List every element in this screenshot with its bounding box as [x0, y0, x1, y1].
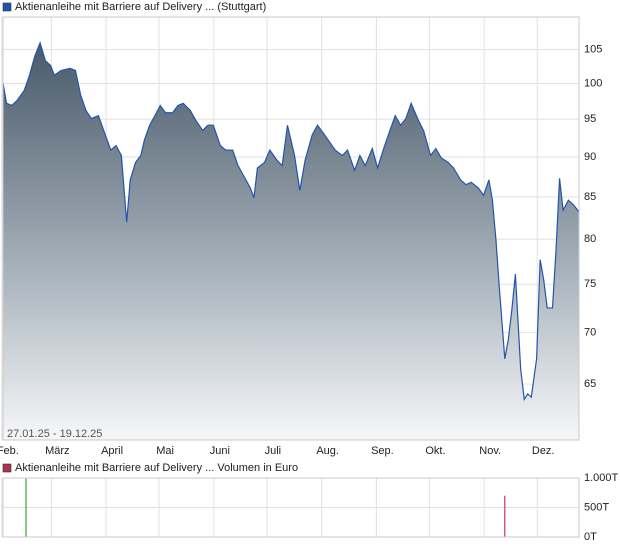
- volume-bar: [25, 478, 27, 537]
- x-tick-label: Juni: [210, 445, 230, 457]
- y-tick-label: 0T: [584, 531, 597, 543]
- y-tick-label: 500T: [584, 501, 609, 513]
- y-tick-label: 80: [584, 233, 596, 245]
- volume-bar: [504, 495, 506, 537]
- x-tick-label: Juli: [265, 445, 282, 457]
- x-tick-label: Feb.: [0, 445, 19, 457]
- price-line: [2, 41, 580, 402]
- y-tick-label: 65: [584, 378, 596, 390]
- y-tick-label: 95: [584, 113, 596, 125]
- y-tick-label: 1.000T: [584, 472, 619, 484]
- plot-border: [2, 16, 580, 441]
- x-tick-label: April: [101, 445, 123, 457]
- y-tick-label: 85: [584, 191, 596, 203]
- x-tick-label: Aug.: [316, 445, 339, 457]
- area-fill: [3, 42, 579, 440]
- x-tick-label: Mai: [156, 445, 174, 457]
- y-tick-label: 75: [584, 278, 596, 290]
- legend-swatch: [2, 2, 12, 12]
- x-tick-label: März: [45, 445, 69, 457]
- x-tick-label: Nov.: [479, 445, 501, 457]
- y-tick-label: 105: [584, 43, 602, 55]
- x-tick-label: Okt.: [425, 445, 445, 457]
- legend-swatch: [2, 463, 12, 473]
- y-tick-label: 90: [584, 151, 596, 163]
- x-tick-label: Dez.: [532, 445, 555, 457]
- y-tick-label: 100: [584, 77, 602, 89]
- legend-label: Aktienanleihe mit Barriere auf Delivery …: [15, 1, 266, 13]
- plot-border: [2, 477, 580, 538]
- y-tick-label: 70: [584, 326, 596, 338]
- legend-label: Aktienanleihe mit Barriere auf Delivery …: [15, 462, 298, 474]
- x-tick-label: Sep.: [371, 445, 394, 457]
- range-label: 27.01.25 - 19.12.25: [7, 428, 102, 440]
